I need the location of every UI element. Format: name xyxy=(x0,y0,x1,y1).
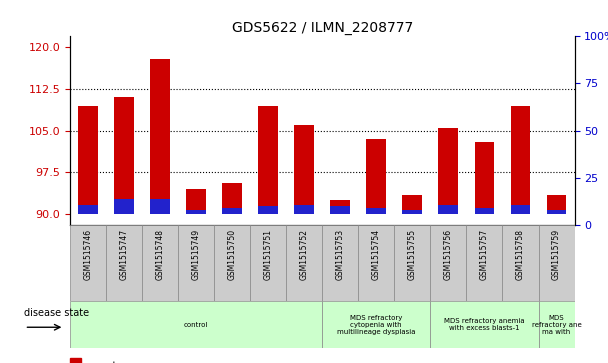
Text: MDS refractory anemia
with excess blasts-1: MDS refractory anemia with excess blasts… xyxy=(444,318,525,331)
Text: GSM1515753: GSM1515753 xyxy=(336,229,345,280)
Bar xyxy=(186,189,206,214)
Bar xyxy=(286,225,322,301)
Bar xyxy=(367,139,386,214)
Text: GSM1515756: GSM1515756 xyxy=(444,229,453,280)
Bar xyxy=(294,204,314,214)
Bar xyxy=(438,204,458,214)
Bar xyxy=(474,208,494,214)
Bar xyxy=(511,106,530,214)
Bar xyxy=(214,225,250,301)
Bar xyxy=(330,207,350,214)
Text: count: count xyxy=(88,361,117,363)
Bar xyxy=(547,195,567,214)
Bar xyxy=(430,301,539,348)
Bar xyxy=(70,225,106,301)
Bar xyxy=(150,58,170,214)
Bar xyxy=(178,225,214,301)
Bar xyxy=(474,142,494,214)
Bar xyxy=(78,106,98,214)
Text: GSM1515749: GSM1515749 xyxy=(192,229,201,280)
Text: GSM1515752: GSM1515752 xyxy=(300,229,309,280)
Bar xyxy=(322,301,430,348)
Bar xyxy=(330,200,350,214)
Bar xyxy=(430,225,466,301)
Bar xyxy=(222,183,242,214)
Bar xyxy=(114,199,134,214)
Bar xyxy=(294,125,314,214)
Bar xyxy=(70,358,81,363)
Bar xyxy=(142,225,178,301)
Bar xyxy=(395,225,430,301)
Bar xyxy=(106,225,142,301)
Bar xyxy=(250,225,286,301)
Bar xyxy=(539,301,575,348)
Text: GSM1515748: GSM1515748 xyxy=(156,229,165,280)
Text: GSM1515754: GSM1515754 xyxy=(372,229,381,280)
Text: MDS
refractory ane
ma with: MDS refractory ane ma with xyxy=(531,315,581,335)
Bar xyxy=(150,199,170,214)
Text: disease state: disease state xyxy=(24,308,89,318)
Bar xyxy=(358,225,395,301)
Bar xyxy=(114,97,134,214)
Bar xyxy=(402,210,423,214)
Bar xyxy=(547,210,567,214)
Text: GSM1515750: GSM1515750 xyxy=(227,229,237,280)
Bar xyxy=(78,204,98,214)
Bar xyxy=(511,204,530,214)
Text: GSM1515751: GSM1515751 xyxy=(264,229,272,280)
Bar xyxy=(186,210,206,214)
Text: MDS refractory
cytopenia with
multilineage dysplasia: MDS refractory cytopenia with multilinea… xyxy=(337,315,415,335)
Bar xyxy=(402,195,423,214)
Bar xyxy=(70,301,322,348)
Text: GSM1515755: GSM1515755 xyxy=(408,229,417,280)
Text: GSM1515759: GSM1515759 xyxy=(552,229,561,280)
Text: GSM1515758: GSM1515758 xyxy=(516,229,525,280)
Bar xyxy=(322,225,358,301)
Bar xyxy=(438,128,458,214)
Bar xyxy=(258,207,278,214)
Bar xyxy=(222,208,242,214)
Bar xyxy=(502,225,539,301)
Bar xyxy=(466,225,502,301)
Text: control: control xyxy=(184,322,209,328)
Text: GSM1515747: GSM1515747 xyxy=(120,229,128,280)
Bar xyxy=(258,106,278,214)
Text: GSM1515746: GSM1515746 xyxy=(83,229,92,280)
Bar xyxy=(539,225,575,301)
Bar xyxy=(367,208,386,214)
Title: GDS5622 / ILMN_2208777: GDS5622 / ILMN_2208777 xyxy=(232,21,413,35)
Text: GSM1515757: GSM1515757 xyxy=(480,229,489,280)
